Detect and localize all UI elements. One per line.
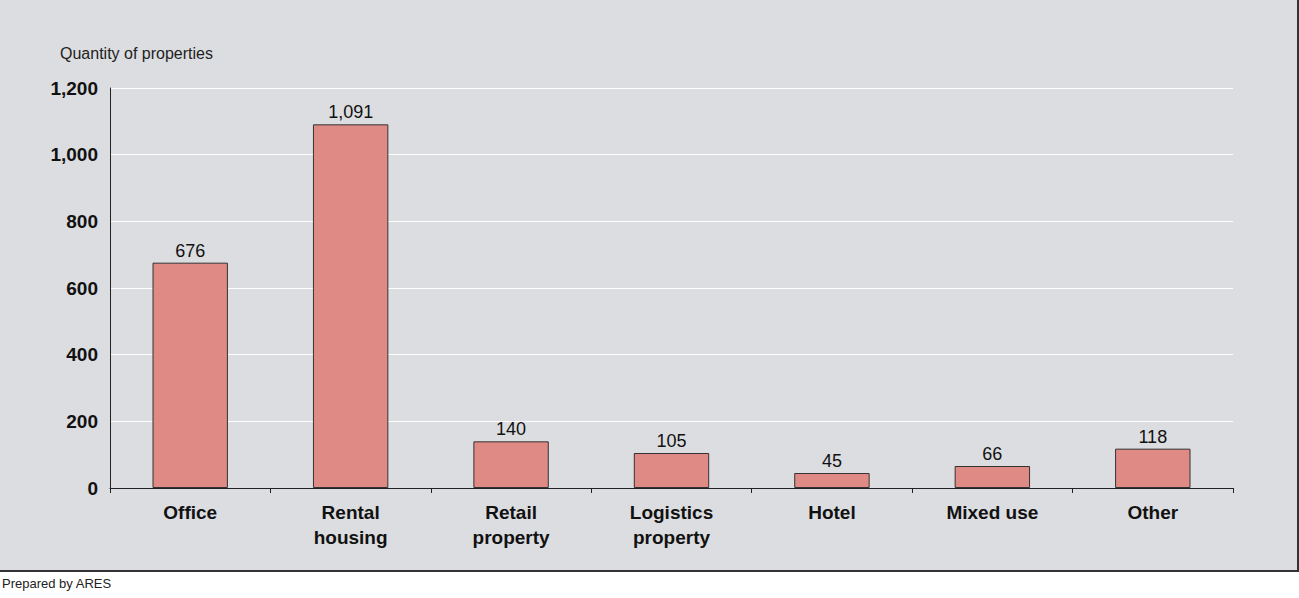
svg-text:housing: housing: [314, 527, 388, 548]
svg-text:Quantity of properties: Quantity of properties: [60, 45, 213, 62]
html-text:Prepared by ARES: Prepared by ARES: [2, 576, 112, 591]
svg-text:1,000: 1,000: [50, 144, 98, 165]
svg-text:800: 800: [66, 211, 98, 232]
svg-text:property: property: [473, 527, 551, 548]
svg-text:Hotel: Hotel: [808, 502, 856, 523]
svg-text:140: 140: [496, 419, 526, 439]
svg-text:1,200: 1,200: [50, 78, 98, 99]
svg-text:Logistics: Logistics: [630, 502, 713, 523]
svg-text:property: property: [633, 527, 711, 548]
svg-text:1,091: 1,091: [328, 102, 373, 122]
svg-text:118: 118: [1138, 427, 1167, 447]
svg-text:Retail: Retail: [485, 502, 537, 523]
svg-text:0: 0: [87, 478, 98, 499]
svg-text:45: 45: [822, 451, 842, 471]
svg-text:400: 400: [66, 344, 98, 365]
svg-text:Mixed use: Mixed use: [946, 502, 1038, 523]
svg-text:200: 200: [66, 411, 98, 432]
svg-text:66: 66: [982, 444, 1002, 464]
svg-text:600: 600: [66, 278, 98, 299]
svg-text:676: 676: [175, 241, 205, 261]
svg-text:Rental: Rental: [322, 502, 380, 523]
svg-text:105: 105: [656, 431, 686, 451]
svg-text:Office: Office: [163, 502, 217, 523]
svg-text:Other: Other: [1127, 502, 1178, 523]
